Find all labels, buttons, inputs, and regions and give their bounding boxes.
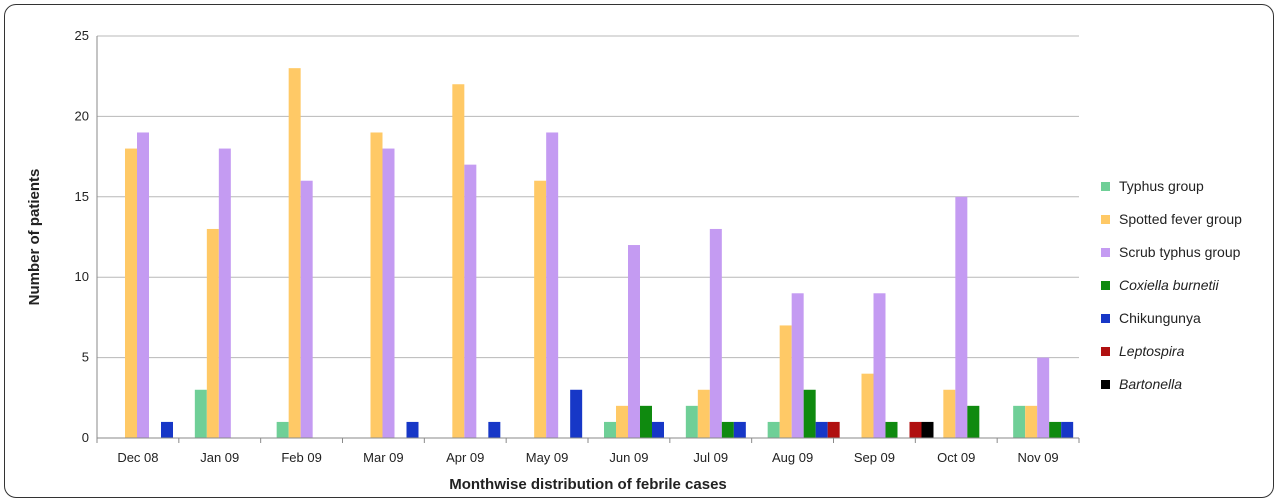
bar-spotted-fever-group-nov-09 <box>1025 405 1038 438</box>
bar-typhus-group-aug-09 <box>767 421 780 438</box>
x-tick-label: Apr 09 <box>446 450 484 465</box>
y-tick-label: 0 <box>82 430 89 445</box>
bar-typhus-group-nov-09 <box>1013 405 1026 438</box>
bar-spotted-fever-group-dec-08 <box>125 148 137 438</box>
legend-label: Leptospira <box>1119 343 1185 359</box>
x-tick-label: Aug 09 <box>772 450 813 465</box>
bar-spotted-fever-group-sep-09 <box>861 373 874 438</box>
legend-label: Spotted fever group <box>1119 211 1242 227</box>
x-axis-title: Monthwise distribution of febrile cases <box>449 476 727 493</box>
legend-label: Bartonella <box>1119 376 1182 392</box>
gridlines <box>97 35 1079 439</box>
bar-scrub-typhus-group-dec-08 <box>137 132 149 438</box>
legend-swatch <box>1101 380 1110 389</box>
bar-spotted-fever-group-apr-09 <box>452 84 465 439</box>
bar-scrub-typhus-group-sep-09 <box>873 293 886 438</box>
bar-spotted-fever-group-aug-09 <box>779 325 792 438</box>
legend: Typhus group Spotted fever group Scrub typ… <box>1101 178 1242 392</box>
chart-frame: Dec 08 Jan 09 Feb 09 Mar 09 Apr 09 May 09 Jun … <box>4 4 1274 498</box>
bar-scrub-typhus-group-jun-09 <box>628 245 640 438</box>
x-tick-label: May 09 <box>526 450 569 465</box>
bar-scrub-typhus-group-mar-09 <box>382 148 395 438</box>
legend-label: Typhus group <box>1119 178 1204 194</box>
bar-scrub-typhus-group-aug-09 <box>791 293 804 438</box>
bar-coxiella-burnetii-nov-09 <box>1049 421 1062 438</box>
bar-scrub-typhus-group-jul-09 <box>709 228 722 438</box>
bar-spotted-fever-group-jan-09 <box>206 228 219 438</box>
bar-typhus-group-jan-09 <box>194 389 207 438</box>
y-tick-label: 25 <box>75 28 89 43</box>
x-tick-label: Feb 09 <box>281 450 321 465</box>
x-tick-label: Sep 09 <box>854 450 895 465</box>
x-tick-label: Dec 08 <box>117 450 158 465</box>
y-tick-label: 10 <box>75 269 89 284</box>
bar-chikungunya-jul-09 <box>733 421 746 438</box>
bar-chikungunya-may-09 <box>570 389 583 438</box>
x-tick-label: Oct 09 <box>937 450 975 465</box>
bar-typhus-group-jul-09 <box>685 405 698 438</box>
bar-scrub-typhus-group-jan-09 <box>218 148 231 438</box>
x-tick-label: Mar 09 <box>363 450 403 465</box>
bar-chikungunya-dec-08 <box>161 421 173 438</box>
y-tick-label: 20 <box>75 108 89 123</box>
bar-scrub-typhus-group-apr-09 <box>464 164 477 438</box>
bar-scrub-typhus-group-oct-09 <box>955 196 968 438</box>
bar-coxiella-burnetii-jul-09 <box>721 421 734 438</box>
legend-swatch <box>1101 314 1110 323</box>
y-axis-title: Number of patients <box>26 169 43 306</box>
bar-typhus-group-jun-09 <box>604 421 616 438</box>
bar-spotted-fever-group-oct-09 <box>943 389 956 438</box>
legend-label: Coxiella burnetii <box>1119 277 1219 293</box>
bar-coxiella-burnetii-jun-09 <box>640 405 652 438</box>
bar-leptospira-aug-09 <box>827 421 840 438</box>
bar-spotted-fever-group-jun-09 <box>616 405 628 438</box>
bar-typhus-group-feb-09 <box>276 421 289 438</box>
x-axis: Dec 08 Jan 09 Feb 09 Mar 09 Apr 09 May 09 Jun … <box>96 437 1080 465</box>
bar-chikungunya-apr-09 <box>488 421 501 438</box>
bar-scrub-typhus-group-may-09 <box>546 132 559 438</box>
bar-spotted-fever-group-may-09 <box>534 180 547 438</box>
legend-swatch <box>1101 248 1110 257</box>
legend-swatch <box>1101 215 1110 224</box>
bar-spotted-fever-group-mar-09 <box>370 132 383 438</box>
legend-swatch <box>1101 347 1110 356</box>
bar-coxiella-burnetii-oct-09 <box>967 405 980 438</box>
x-tick-label: Jul 09 <box>693 450 728 465</box>
bar-spotted-fever-group-jul-09 <box>697 389 710 438</box>
y-axis: 0 5 10 15 20 25 <box>75 28 98 445</box>
x-tick-label: Nov 09 <box>1017 450 1058 465</box>
legend-label: Scrub typhus group <box>1119 244 1241 260</box>
y-tick-label: 15 <box>75 189 89 204</box>
x-tick-label: Jun 09 <box>609 450 648 465</box>
bar-spotted-fever-group-feb-09 <box>288 68 301 438</box>
bar-coxiella-burnetii-sep-09 <box>885 421 898 438</box>
x-tick-label: Jan 09 <box>200 450 239 465</box>
legend-label: Chikungunya <box>1119 310 1201 326</box>
bar-leptospira-sep-09 <box>909 421 922 438</box>
bars-group <box>125 68 1074 439</box>
bar-coxiella-burnetii-aug-09 <box>803 389 816 438</box>
legend-swatch <box>1101 182 1110 191</box>
bar-chikungunya-aug-09 <box>815 421 828 438</box>
bar-chikungunya-jun-09 <box>652 421 664 438</box>
y-tick-label: 5 <box>82 350 89 365</box>
legend-swatch <box>1101 281 1110 290</box>
bar-chart: Dec 08 Jan 09 Feb 09 Mar 09 Apr 09 May 09 Jun … <box>26 28 1242 493</box>
bar-bartonella-sep-09 <box>921 421 934 438</box>
bar-chikungunya-mar-09 <box>406 421 419 438</box>
bar-scrub-typhus-group-feb-09 <box>300 180 313 438</box>
bar-chikungunya-nov-09 <box>1061 421 1074 438</box>
bar-scrub-typhus-group-nov-09 <box>1037 357 1050 438</box>
